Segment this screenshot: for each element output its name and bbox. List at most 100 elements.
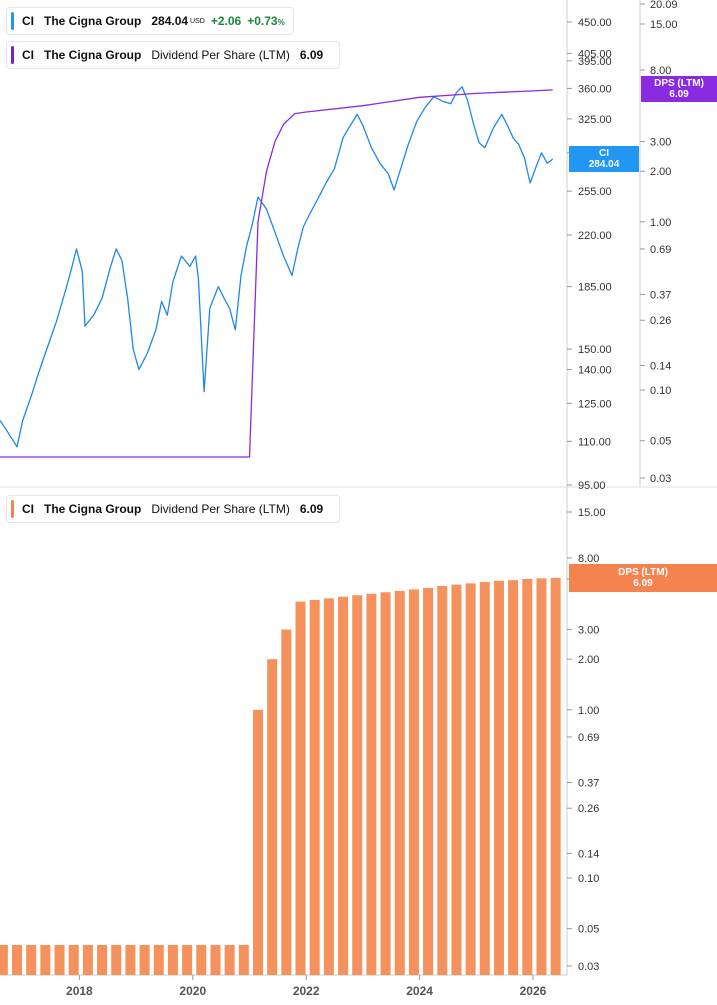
legend-dps-top-value: 6.09	[299, 48, 324, 62]
dps-bar	[352, 595, 363, 975]
legend-dps-bottom-value: 6.09	[299, 502, 324, 516]
legend-price-change: +2.06	[210, 14, 242, 28]
price-tick-label: 360.00	[578, 83, 612, 95]
dps-tick-label: 20.09	[650, 0, 678, 11]
dps-tick-label: 0.26	[650, 315, 671, 327]
price-tag-label: CI	[599, 148, 609, 159]
bottom-tick-label: 8.00	[578, 553, 599, 565]
dps-tick-label: 0.03	[650, 473, 671, 485]
price-tick-label: 140.00	[578, 365, 612, 377]
dps-top-tag-value: 6.09	[669, 89, 689, 100]
dps-bar	[536, 578, 547, 975]
bottom-tick-label: 15.00	[578, 507, 606, 519]
dps-bar	[82, 944, 93, 975]
dps-tick-label: 3.00	[650, 137, 671, 149]
dps-bar	[423, 588, 434, 975]
dps-bar	[111, 944, 122, 975]
legend-dps-top-color	[11, 46, 14, 64]
dps-bottom-tag-label: DPS (LTM)	[618, 567, 668, 578]
dps-bar	[281, 629, 292, 975]
top-lines	[0, 86, 554, 458]
dps-tick-label: 15.00	[650, 19, 678, 31]
price-tick-label: 150.00	[578, 344, 612, 356]
bottom-tick-label: 0.10	[578, 873, 599, 885]
legend-dps-bottom-symbol: CI	[22, 502, 34, 516]
dps-bar	[550, 577, 561, 975]
x-tick-label: 2022	[293, 984, 320, 998]
legend-dps-bottom-color	[11, 500, 14, 518]
bottom-tick-label: 0.69	[578, 732, 599, 744]
legend-price-value: 284.04	[151, 14, 189, 28]
dps-bar	[380, 592, 391, 975]
dps-bar	[465, 583, 476, 975]
legend-price-currency: USD	[190, 17, 205, 25]
price-tag-value: 284.04	[588, 159, 620, 170]
legend-dps-top-name: The Cigna Group	[44, 48, 142, 62]
dps-tick-label: 1.00	[650, 217, 671, 229]
dps-bar	[167, 944, 178, 975]
dps-bar	[493, 580, 504, 975]
dps-bar	[522, 578, 533, 975]
dps-bar	[295, 601, 306, 975]
dps-bar	[12, 944, 23, 975]
price-tick-label: 95.00	[578, 480, 606, 492]
dps-tick-label: 0.37	[650, 289, 671, 301]
price-tick-label: 450.00	[578, 17, 612, 29]
dps-top-tag-label: DPS (LTM)	[654, 78, 704, 89]
price-line	[0, 86, 554, 448]
dps-tick-label: 0.69	[650, 244, 671, 256]
x-tick-label: 2018	[66, 984, 93, 998]
dps-tick-label: 0.14	[650, 360, 671, 372]
dps-bar	[68, 944, 79, 975]
price-tick-label: 125.00	[578, 398, 612, 410]
dps-bar	[196, 944, 207, 975]
legend-price[interactable]: CI The Cigna Group 284.04 USD +2.06 +0.7…	[6, 7, 294, 35]
dps-tick-label: 0.10	[650, 385, 671, 397]
legend-dps-top-series: Dividend Per Share (LTM)	[151, 48, 290, 62]
dps-line	[0, 89, 553, 458]
price-tick-label: 220.00	[578, 230, 612, 242]
dps-bar	[182, 944, 193, 975]
bottom-tick-label: 0.03	[578, 961, 599, 973]
dps-tick-label: 2.00	[650, 166, 671, 178]
dps-tick-label: 8.00	[650, 65, 671, 77]
dps-bar	[394, 590, 405, 975]
price-tick-label: 255.00	[578, 186, 612, 198]
legend-dps-top-symbol: CI	[22, 48, 34, 62]
legend-price-symbol: CI	[22, 14, 34, 28]
dps-bottom-tag: DPS (LTM) 6.09	[569, 564, 717, 592]
bottom-tick-label: 1.00	[578, 705, 599, 717]
dps-bar	[451, 584, 462, 975]
legend-dps-top[interactable]: CI The Cigna Group Dividend Per Share (L…	[6, 41, 341, 69]
dps-bars	[0, 577, 561, 975]
bottom-tick-label: 0.05	[578, 924, 599, 936]
dps-bottom-tag-value: 6.09	[633, 578, 653, 589]
price-tick-label: 405.00	[578, 48, 612, 60]
dps-bar	[139, 944, 150, 975]
dps-bar	[366, 593, 377, 975]
price-tick-label: 110.00	[578, 436, 611, 448]
dps-bar	[323, 598, 334, 975]
dps-bar	[97, 944, 108, 975]
x-axis-ticks: 2018 2020 2022 2024 2026	[66, 975, 547, 998]
bottom-tick-label: 2.00	[578, 654, 599, 666]
price-axis-ticks: 450.00405.00395.00360.00325.00290.00255.…	[567, 17, 612, 492]
legend-dps-bottom[interactable]: CI The Cigna Group Dividend Per Share (L…	[6, 495, 341, 523]
dps-bar	[338, 596, 349, 975]
bottom-tick-label: 0.14	[578, 848, 599, 860]
dps-bar	[153, 944, 164, 975]
dps-bar	[125, 944, 136, 975]
legend-price-change-pct: +0.73%	[247, 14, 285, 28]
dps-tick-label: 0.05	[650, 436, 671, 448]
dps-bar	[210, 944, 221, 975]
x-tick-label: 2024	[406, 984, 433, 998]
bottom-tick-label: 0.37	[578, 777, 599, 789]
dps-bar	[26, 944, 37, 975]
legend-dps-bottom-name: The Cigna Group	[44, 502, 142, 516]
dps-top-tag: DPS (LTM) 6.09	[641, 76, 717, 102]
dps-bar	[0, 944, 8, 975]
dps-bar	[309, 599, 320, 975]
price-tick-label: 185.00	[578, 282, 612, 294]
dps-bar	[408, 589, 419, 975]
